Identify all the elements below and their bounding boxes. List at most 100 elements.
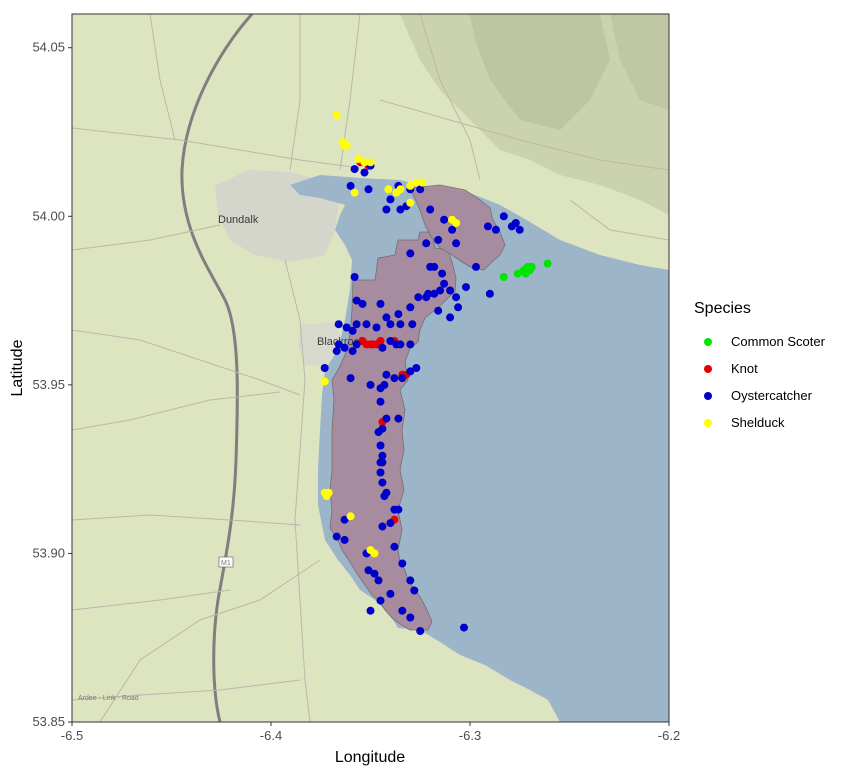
point-oystercatcher xyxy=(416,627,425,635)
point-shelduck xyxy=(412,178,421,187)
point-oystercatcher xyxy=(352,320,361,329)
point-oystercatcher xyxy=(511,219,520,227)
point-oystercatcher xyxy=(386,337,395,345)
point-oystercatcher xyxy=(342,323,351,332)
point-shelduck xyxy=(360,158,369,167)
point-oystercatcher xyxy=(378,522,387,531)
point-oystercatcher xyxy=(462,283,470,292)
legend-title: Species xyxy=(694,300,751,317)
point-oystercatcher xyxy=(352,296,361,305)
point-oystercatcher xyxy=(370,569,379,578)
point-oystercatcher xyxy=(394,414,403,423)
point-oystercatcher xyxy=(454,303,463,312)
point-oystercatcher xyxy=(382,370,391,379)
y-tick-label: 53.95 xyxy=(32,377,65,392)
point-oystercatcher xyxy=(334,340,343,349)
point-oystercatcher xyxy=(372,323,381,332)
point-oystercatcher xyxy=(394,505,403,514)
legend-label: Common Scoter xyxy=(731,334,825,349)
point-oystercatcher xyxy=(376,441,385,450)
point-common-scoter xyxy=(499,273,508,281)
point-shelduck xyxy=(406,198,415,207)
point-oystercatcher xyxy=(485,289,494,298)
point-oystercatcher xyxy=(334,320,343,329)
point-oystercatcher xyxy=(436,286,445,295)
point-oystercatcher xyxy=(390,542,399,551)
point-oystercatcher xyxy=(376,596,385,605)
point-oystercatcher xyxy=(378,451,387,460)
point-shelduck xyxy=(350,188,359,197)
point-oystercatcher xyxy=(406,613,415,622)
point-oystercatcher xyxy=(358,299,367,308)
point-oystercatcher xyxy=(386,320,395,329)
point-shelduck xyxy=(370,549,379,558)
legend-swatch xyxy=(704,337,712,346)
point-shelduck xyxy=(406,181,415,190)
point-oystercatcher xyxy=(376,299,385,308)
point-oystercatcher xyxy=(398,559,407,568)
point-oystercatcher xyxy=(374,576,383,585)
point-shelduck xyxy=(320,377,329,386)
point-oystercatcher xyxy=(346,181,355,190)
point-oystercatcher xyxy=(499,212,508,221)
point-oystercatcher xyxy=(340,343,349,352)
legend-label: Knot xyxy=(731,361,758,376)
point-common-scoter xyxy=(521,269,530,278)
point-oystercatcher xyxy=(430,289,439,298)
legend-label: Oystercatcher xyxy=(731,388,812,403)
point-oystercatcher xyxy=(434,306,443,315)
place-label-dundalk: Dundalk xyxy=(218,214,259,226)
y-tick-label: 54.00 xyxy=(32,208,65,223)
point-shelduck xyxy=(332,111,341,120)
point-oystercatcher xyxy=(422,239,431,248)
legend-swatch xyxy=(704,418,712,427)
legend-item: Knot xyxy=(694,355,844,382)
point-oystercatcher xyxy=(414,293,423,302)
point-oystercatcher xyxy=(406,367,415,376)
point-oystercatcher xyxy=(332,347,341,356)
point-oystercatcher xyxy=(376,397,385,406)
point-oystercatcher xyxy=(350,273,359,281)
motorway-shield-label: M1 xyxy=(221,560,231,567)
basemap: Dundalk Blackrock Ardee - Link - Road M1 xyxy=(72,14,669,722)
motorway-m1 xyxy=(180,14,254,722)
point-oystercatcher xyxy=(426,205,435,214)
point-oystercatcher xyxy=(515,225,524,234)
point-oystercatcher xyxy=(424,289,433,298)
point-oystercatcher xyxy=(483,222,492,231)
point-oystercatcher xyxy=(398,606,407,615)
point-oystercatcher xyxy=(320,364,329,372)
point-common-scoter xyxy=(527,262,536,271)
x-tick-label: -6.5 xyxy=(61,728,83,743)
point-oystercatcher xyxy=(396,205,405,214)
point-oystercatcher xyxy=(374,428,383,437)
point-oystercatcher xyxy=(348,347,357,356)
point-oystercatcher xyxy=(406,303,415,312)
point-oystercatcher xyxy=(448,225,457,234)
point-oystercatcher xyxy=(434,235,443,244)
point-shelduck xyxy=(452,219,461,227)
point-oystercatcher xyxy=(376,384,385,393)
point-common-scoter xyxy=(543,259,552,268)
point-oystercatcher xyxy=(378,478,387,487)
point-oystercatcher xyxy=(362,320,371,329)
point-oystercatcher xyxy=(408,320,417,329)
panel-border xyxy=(71,13,670,723)
point-oystercatcher xyxy=(398,374,407,383)
legend-items: Common Scoter Knot Oystercatcher Shelduck xyxy=(694,328,844,436)
point-oystercatcher xyxy=(378,343,387,352)
point-oystercatcher xyxy=(332,532,341,541)
point-shelduck xyxy=(384,185,393,194)
point-oystercatcher xyxy=(360,168,369,177)
point-oystercatcher xyxy=(446,286,455,295)
point-oystercatcher xyxy=(340,515,349,524)
point-shelduck xyxy=(396,185,405,194)
point-oystercatcher xyxy=(364,185,373,194)
point-oystercatcher xyxy=(416,185,425,194)
point-oystercatcher xyxy=(366,606,375,615)
point-oystercatcher xyxy=(386,519,395,528)
point-oystercatcher xyxy=(412,364,421,372)
point-oystercatcher xyxy=(340,535,349,544)
legend: Species Common Scoter Knot Oystercatcher Sh… xyxy=(694,300,844,436)
